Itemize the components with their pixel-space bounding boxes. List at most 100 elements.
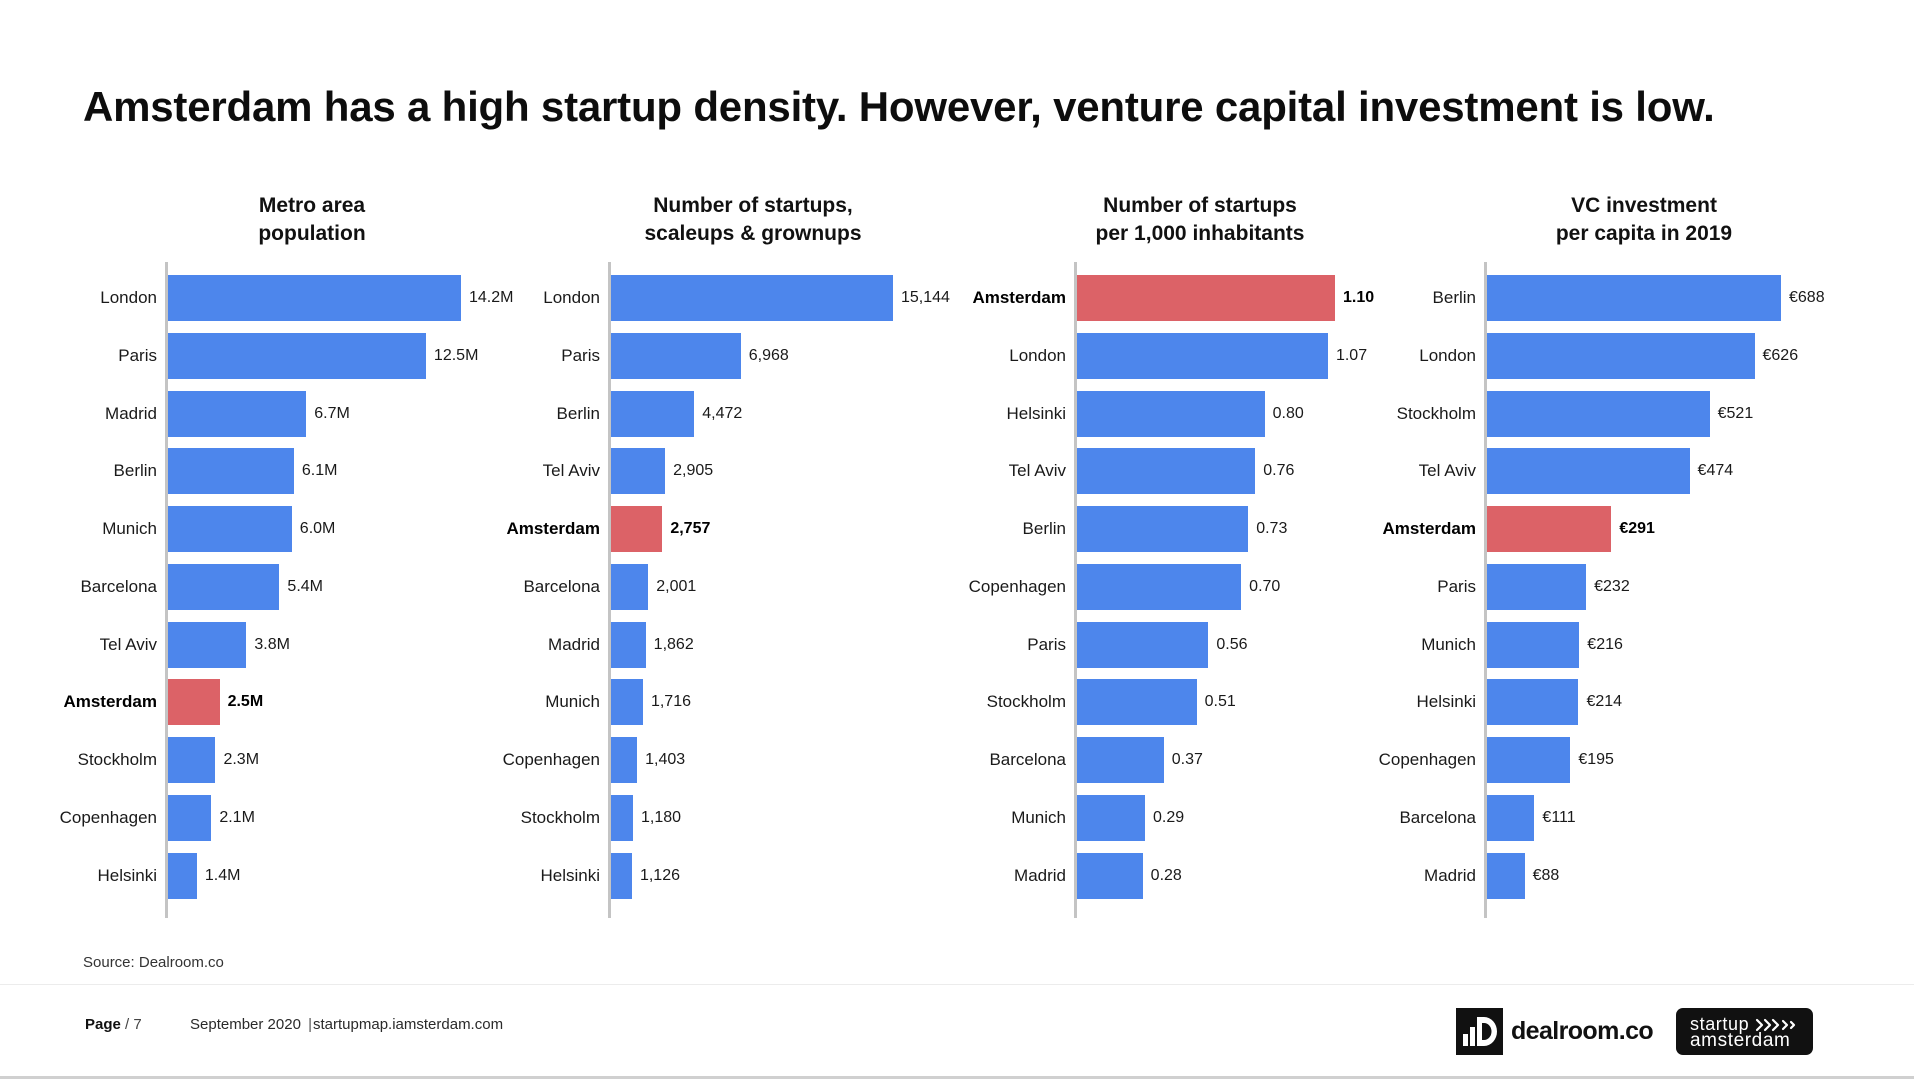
bar — [168, 448, 294, 495]
category-label: Stockholm — [520, 807, 600, 827]
chart-title-line: per capita in 2019 — [1555, 222, 1733, 245]
value-label: 1.07 — [1335, 346, 1368, 364]
value-label: 2,757 — [670, 520, 711, 537]
footer-divider — [0, 984, 1914, 985]
dealroom-logo: dealroom.co — [1456, 1008, 1656, 1055]
bar — [611, 621, 646, 668]
value-label: €216 — [1587, 635, 1623, 653]
category-label: Munich — [102, 519, 157, 538]
category-label: Stockholm — [77, 750, 157, 769]
value-label: 0.51 — [1204, 693, 1236, 711]
bar — [1487, 332, 1755, 379]
value-label: 2,905 — [673, 462, 714, 480]
value-label: 3.8M — [254, 635, 290, 653]
page-title: Amsterdam has a high startup density. Ho… — [83, 83, 1715, 130]
category-label: Berlin — [556, 403, 600, 423]
value-label: 1,716 — [650, 693, 691, 711]
category-label: Paris — [1437, 576, 1476, 596]
value-label: €195 — [1578, 751, 1614, 768]
bar — [1487, 275, 1781, 321]
value-label: €521 — [1717, 404, 1754, 422]
value-label: 2,001 — [656, 577, 697, 595]
chart-title-line: population — [258, 222, 366, 245]
chart-title-line: Metro area — [258, 194, 366, 217]
value-label: 0.28 — [1150, 866, 1182, 884]
chart-title: Number of startups, scaleups & grownups — [583, 192, 923, 248]
chevrons-icon — [1755, 1018, 1796, 1032]
page-indicator: Page / 7 — [85, 1015, 142, 1035]
chart-title-line: Number of startups — [1103, 194, 1297, 217]
bar — [1487, 794, 1535, 841]
bar — [611, 275, 893, 321]
value-label: 1,403 — [645, 751, 686, 768]
bar — [1487, 737, 1571, 783]
category-label: Tel Aviv — [1418, 461, 1476, 481]
category-label: Stockholm — [1396, 403, 1476, 423]
value-label: 2.1M — [219, 808, 255, 826]
category-label: Copenhagen — [59, 807, 157, 827]
bar — [1077, 737, 1164, 783]
value-label: 12.5M — [433, 346, 479, 364]
category-label: Tel Aviv — [1008, 461, 1066, 481]
category-label: Helsinki — [1006, 403, 1066, 423]
category-label: Munich — [1011, 807, 1066, 827]
bar — [168, 852, 197, 899]
category-label: Munich — [1421, 634, 1476, 654]
bar — [1077, 390, 1265, 437]
value-label: 0.76 — [1263, 462, 1295, 480]
chart-title: Metro area population — [142, 192, 482, 248]
value-label: 0.37 — [1171, 751, 1203, 768]
value-label: 14.2M — [469, 289, 514, 306]
chart-title-line: VC investment — [1571, 194, 1717, 217]
startup-amsterdam-line2: amsterdam — [1690, 1030, 1791, 1051]
footer-info: September 2020 |startupmap.iamsterdam.co… — [190, 1015, 503, 1035]
category-label: Helsinki — [97, 865, 157, 885]
value-label: €688 — [1789, 289, 1825, 306]
footer-separator: | — [308, 1016, 312, 1033]
value-label: 15,144 — [901, 289, 950, 306]
value-label: 6.0M — [299, 520, 336, 537]
value-label: 0.70 — [1249, 577, 1281, 595]
bar — [1077, 679, 1197, 726]
category-label: London — [543, 288, 600, 307]
value-label: 1,862 — [653, 635, 694, 653]
bar — [168, 390, 307, 437]
category-label: Berlin — [1022, 519, 1066, 538]
bar — [1077, 448, 1256, 495]
bar — [1487, 852, 1525, 899]
value-label: 1,180 — [640, 808, 682, 826]
bar — [168, 794, 212, 841]
category-label: Tel Aviv — [99, 634, 157, 654]
category-axis-line — [165, 262, 168, 918]
value-label: 1.10 — [1343, 289, 1375, 306]
category-label: London — [1419, 345, 1476, 365]
value-label: 6,968 — [748, 346, 789, 364]
bar-highlighted — [168, 679, 220, 726]
source-note: Source: Dealroom.co — [83, 954, 224, 971]
value-label: €232 — [1594, 577, 1630, 595]
category-label: Berlin — [1432, 288, 1476, 307]
category-label: Amsterdam — [1382, 519, 1476, 538]
chart-title-line: scaleups & grownups — [644, 222, 862, 245]
bar — [611, 679, 643, 726]
bar — [611, 448, 666, 495]
value-label: 6.7M — [314, 404, 350, 422]
category-label: Copenhagen — [502, 750, 600, 769]
bar — [168, 737, 216, 783]
page-label: Page — [85, 1016, 121, 1033]
chart-title: Number of startups per 1,000 inhabitants — [1030, 192, 1370, 248]
category-label: Tel Aviv — [542, 461, 600, 481]
value-label: 0.56 — [1216, 635, 1248, 653]
value-label: 1.4M — [204, 866, 241, 884]
bar — [1077, 332, 1328, 379]
category-axis-line — [1074, 262, 1077, 918]
category-label: Copenhagen — [1378, 750, 1476, 769]
footer-site: startupmap.iamsterdam.com — [313, 1016, 504, 1033]
bar — [1487, 621, 1580, 668]
category-label: Amsterdam — [63, 692, 157, 712]
category-label: Madrid — [1424, 865, 1476, 885]
bar — [1487, 679, 1579, 726]
chart-title: VC investment per capita in 2019 — [1474, 192, 1814, 248]
bar — [168, 275, 461, 321]
value-label: €111 — [1542, 808, 1576, 826]
